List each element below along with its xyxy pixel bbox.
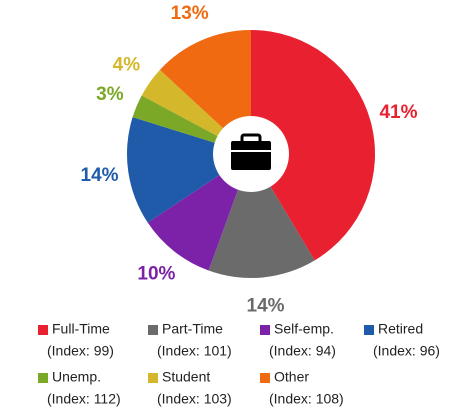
value-label: 13% <box>171 3 209 24</box>
value-label: 10% <box>137 263 175 284</box>
legend-swatch <box>260 325 270 335</box>
slice <box>127 117 251 223</box>
legend-swatch <box>260 373 270 383</box>
legend-index: (Index: 103) <box>157 391 232 407</box>
legend-label: Part-Time <box>162 321 223 337</box>
briefcase-icon <box>231 133 271 170</box>
legend-label: Student <box>162 369 210 385</box>
value-label: 3% <box>96 84 124 105</box>
legend-index: (Index: 108) <box>269 391 344 407</box>
value-label: 41% <box>379 102 417 123</box>
legend-index: (Index: 99) <box>47 343 114 359</box>
value-label: 4% <box>113 54 141 75</box>
legend-index: (Index: 112) <box>47 391 121 407</box>
value-label: 14% <box>81 165 119 186</box>
legend-index: (Index: 94) <box>269 343 336 359</box>
slice <box>208 154 315 278</box>
legend-label: Full-Time <box>52 321 110 337</box>
legend-swatch <box>38 325 48 335</box>
legend-swatch <box>148 325 158 335</box>
legend-swatch <box>364 325 374 335</box>
legend-label: Retired <box>378 321 423 337</box>
legend-swatch <box>148 373 158 383</box>
slice <box>147 154 251 271</box>
slice <box>159 30 251 154</box>
slice <box>251 30 375 261</box>
legend-swatch <box>38 373 48 383</box>
legend-label: Other <box>274 369 309 385</box>
legend-index: (Index: 96) <box>373 343 440 359</box>
legend-label: Unemp. <box>52 369 101 385</box>
legend-index: (Index: 101) <box>157 343 232 359</box>
legend-label: Self-emp. <box>274 321 334 337</box>
value-label: 14% <box>247 295 285 316</box>
